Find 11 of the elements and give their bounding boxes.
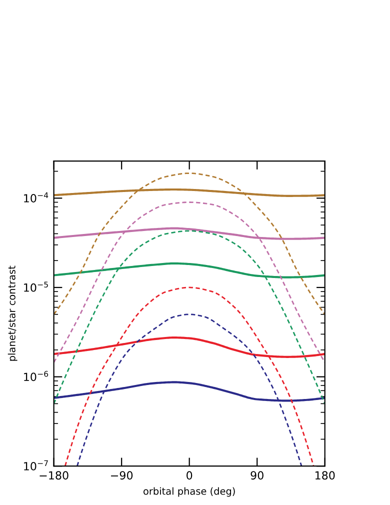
y-tick-label: 10$^{−5}$ xyxy=(24,282,48,292)
y-tick-label: 10$^{−7}$ xyxy=(24,460,48,470)
x-tick-label: −90 xyxy=(111,471,133,480)
x-tick-label: −180 xyxy=(40,471,68,480)
x-axis-title: orbital phase (deg) xyxy=(144,487,235,497)
x-tick-label: 180 xyxy=(315,471,335,480)
y-axis-title: planet/star contrast xyxy=(8,266,18,361)
y-tick-label: 10$^{−6}$ xyxy=(24,370,48,382)
x-tick-label: 0 xyxy=(186,471,192,480)
y-tick-label: 10$^{−4}$ xyxy=(24,192,48,202)
x-tick-label: 90 xyxy=(250,471,264,480)
